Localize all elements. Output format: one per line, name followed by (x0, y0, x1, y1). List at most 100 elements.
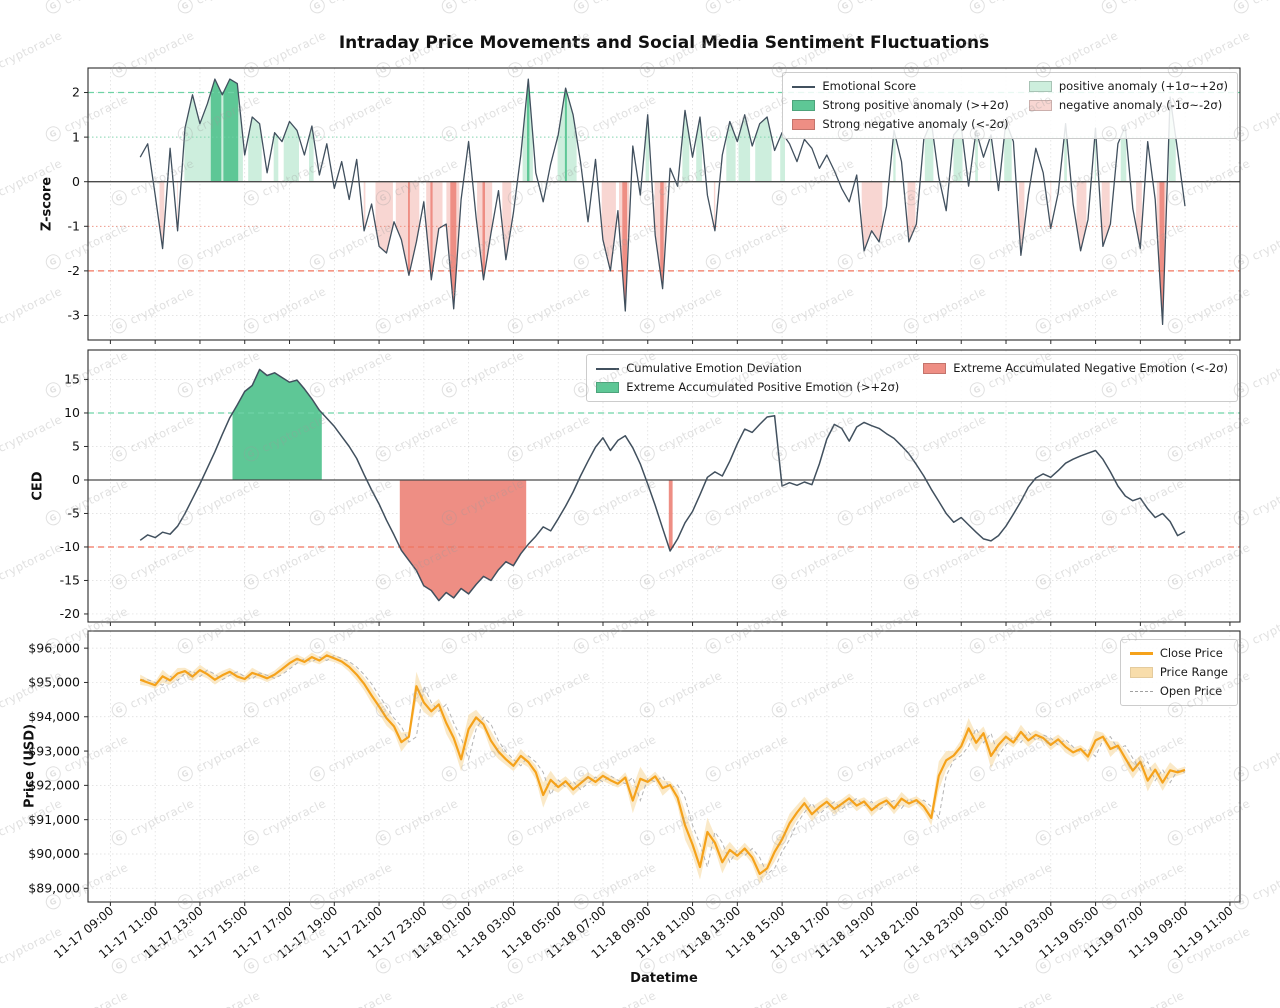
y-tick-label: -3 (68, 308, 80, 323)
y-tick-label: -5 (68, 506, 80, 521)
extreme-negative-emotion-fill (668, 480, 673, 551)
y-tick-label: 1 (72, 129, 80, 144)
price-axis-label: Price (USD) (22, 723, 38, 809)
y-tick-label: $91,000 (28, 812, 80, 827)
legend-item-extreme-negative-emotion: Extreme Accumulated Negative Emotion (<-… (923, 360, 1228, 377)
negative-anomaly-fill (1050, 181, 1052, 229)
positive-anomaly-fill (248, 117, 262, 182)
positive-anomaly-fill (309, 126, 314, 182)
y-tick-label: -2 (68, 263, 80, 278)
negative-anomaly-fill (861, 181, 883, 251)
patch-swatch-icon (596, 382, 620, 393)
ced-legend: Cumulative Emotion Deviation Extreme Acc… (586, 354, 1238, 402)
y-tick-label: $92,000 (28, 778, 80, 793)
legend-label: Strong positive anomaly (>+2σ) (822, 98, 1009, 112)
strong-negative-anomaly-fill (430, 181, 433, 280)
patch-swatch-icon (1129, 667, 1153, 678)
dashed-line-swatch-icon (1129, 691, 1153, 692)
extreme-negative-emotion-fill (399, 480, 527, 601)
legend-label: negative anomaly (-1σ~-2σ) (1058, 98, 1223, 112)
zscore-axis-label: Z-score (39, 176, 55, 232)
y-tick-label: -15 (60, 573, 80, 588)
zscore-legend: Emotional Score Strong positive anomaly … (782, 72, 1238, 139)
line-swatch-icon (1129, 652, 1153, 655)
legend-label: Extreme Accumulated Negative Emotion (<-… (953, 361, 1228, 375)
positive-anomaly-fill (273, 132, 279, 182)
strong-positive-anomaly-fill (527, 79, 530, 182)
legend-item-price-range: Price Range (1129, 664, 1228, 681)
y-tick-label: $95,000 (28, 675, 80, 690)
positive-anomaly-fill (726, 121, 736, 182)
negative-anomaly-fill (177, 181, 178, 231)
patch-swatch-icon (1028, 100, 1052, 111)
plot-spine (87, 67, 1241, 341)
legend-item-ced-line: Cumulative Emotion Deviation (596, 360, 899, 377)
price-legend: Close Price Price Range Open Price (1119, 639, 1238, 706)
plot-spine (87, 630, 1241, 903)
negative-anomaly-fill (907, 181, 916, 242)
negative-anomaly-fill (1076, 181, 1087, 251)
positive-anomaly-fill (893, 130, 896, 182)
price-plot: $96,000 $95,000 $94,000 $93,000 $92,000 $91,0… (28, 630, 1241, 906)
close-price-line (139, 654, 1186, 875)
negative-anomaly-fill (713, 181, 716, 231)
patch-swatch-icon (923, 363, 947, 374)
positive-anomaly-fill (990, 134, 992, 182)
cumulative-emotion-deviation-line (139, 368, 1186, 602)
positive-anomaly-fill (755, 117, 772, 182)
legend-label: Price Range (1159, 665, 1228, 679)
y-tick-label: 5 (72, 439, 80, 454)
y-tick-label: 10 (64, 405, 80, 420)
y-tick-label: $94,000 (28, 709, 80, 724)
y-tick-label: -20 (60, 606, 80, 621)
patch-swatch-icon (792, 119, 816, 130)
legend-label: Emotional Score (822, 79, 917, 93)
plot-background (88, 631, 1240, 902)
figure-title: Intraday Price Movements and Social Medi… (338, 33, 990, 53)
y-tick-label: 0 (72, 472, 80, 487)
y-tick-label: 2 (72, 85, 80, 100)
extreme-positive-emotion-fill (232, 369, 322, 480)
legend-item-positive-anomaly: positive anomaly (+1σ~+2σ) (1028, 78, 1228, 95)
y-tick-label: 0 (72, 174, 80, 189)
strong-positive-anomaly-fill (223, 79, 239, 182)
strong-negative-anomaly-fill (450, 181, 457, 309)
legend-item-open-price: Open Price (1129, 683, 1228, 700)
negative-anomaly-fill (375, 181, 393, 253)
positive-anomaly-fill (283, 121, 299, 182)
legend-item-negative-anomaly: negative anomaly (-1σ~-2σ) (1028, 97, 1228, 114)
legend-label: Cumulative Emotion Deviation (626, 361, 802, 375)
line-swatch-icon (596, 367, 620, 370)
y-tick-label: -10 (60, 539, 80, 554)
positive-anomaly-fill (1120, 126, 1127, 182)
strong-negative-anomaly-fill (482, 181, 485, 280)
legend-item-close-price: Close Price (1129, 645, 1228, 662)
negative-anomaly-fill (395, 181, 420, 276)
positive-anomaly-fill (780, 132, 785, 182)
legend-label: positive anomaly (+1σ~+2σ) (1058, 79, 1228, 93)
positive-anomaly-fill (975, 130, 978, 182)
strong-positive-anomaly-fill (210, 79, 222, 182)
strong-negative-anomaly-fill (660, 181, 664, 289)
plot-spine (87, 349, 1241, 623)
line-swatch-icon (792, 85, 816, 88)
y-tick-label: $96,000 (28, 640, 80, 655)
legend-item-strong-negative-anomaly: Strong negative anomaly (<-2σ) (792, 116, 1009, 133)
y-tick-label: $90,000 (28, 846, 80, 861)
legend-label: Open Price (1159, 684, 1223, 698)
legend-label: Close Price (1159, 646, 1223, 660)
positive-anomaly-fill (953, 126, 963, 182)
legend-item-strong-positive-anomaly: Strong positive anomaly (>+2σ) (792, 97, 1009, 114)
legend-item-extreme-positive-emotion: Extreme Accumulated Positive Emotion (>+… (596, 379, 899, 396)
strong-negative-anomaly-fill (408, 181, 410, 276)
positive-anomaly-fill (738, 114, 751, 182)
y-tick-label: $93,000 (28, 743, 80, 758)
negative-anomaly-fill (426, 181, 443, 280)
strong-positive-anomaly-fill (564, 88, 567, 182)
datetime-axis-label: Datetime (630, 971, 698, 986)
legend-item-emotional-score: Emotional Score (792, 78, 1008, 95)
patch-swatch-icon (1028, 81, 1052, 92)
